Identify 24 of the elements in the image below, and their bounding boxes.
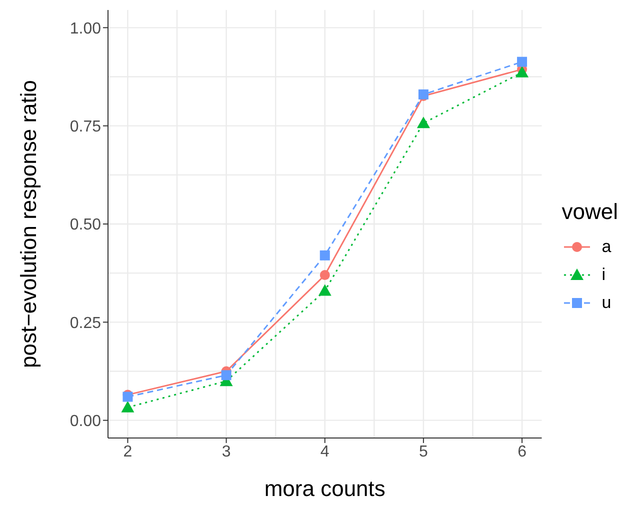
x-axis-title: mora counts — [264, 476, 386, 501]
y-tick-label: 0.25 — [70, 314, 102, 332]
y-tick-label: 1.00 — [70, 20, 102, 38]
y-tick-label: 0.00 — [70, 413, 102, 430]
legend-label: a — [602, 237, 612, 257]
x-tick-label: 5 — [419, 443, 428, 460]
x-tick-label: 6 — [518, 443, 527, 460]
point — [318, 284, 332, 296]
x-tick-label: 3 — [222, 443, 231, 460]
legend-title: vowel — [562, 199, 618, 225]
y-tick-label: 0.50 — [70, 216, 102, 234]
y-tick-label: 0.75 — [70, 118, 102, 136]
point — [416, 116, 430, 128]
x-tick-label: 4 — [320, 443, 330, 460]
point — [121, 400, 134, 412]
legend-label: u — [602, 293, 612, 313]
y-axis-title: post−evolution response ratio — [16, 80, 41, 368]
legend-label: i — [602, 265, 606, 285]
point — [221, 370, 232, 380]
point — [517, 56, 528, 67]
x-tick-label: 2 — [123, 443, 132, 460]
point — [320, 250, 330, 260]
point — [320, 270, 330, 280]
point — [516, 66, 529, 78]
